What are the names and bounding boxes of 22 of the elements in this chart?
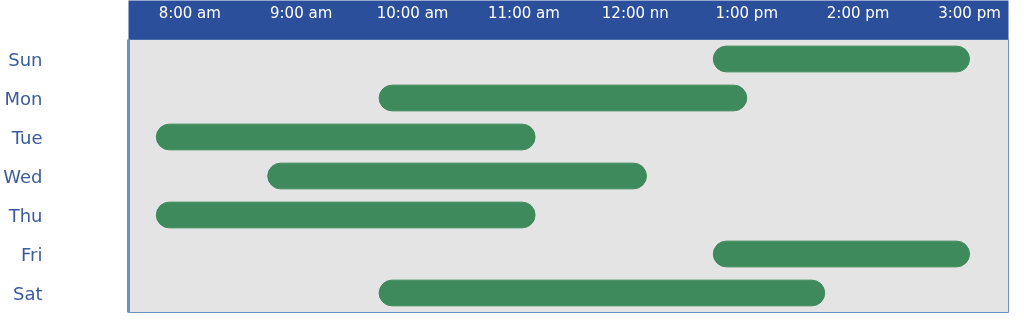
bar bbox=[712, 45, 971, 73]
y-tick-label: Tue bbox=[10, 126, 43, 148]
y-tick-label: Wed bbox=[3, 165, 43, 187]
y-tick-label: Fri bbox=[21, 243, 43, 265]
x-tick-label: 12:00 nn bbox=[601, 3, 669, 22]
x-tick-label: 9:00 am bbox=[270, 3, 333, 22]
y-tick-label: Thu bbox=[7, 204, 43, 226]
x-tick-label: 8:00 am bbox=[158, 3, 221, 22]
y-tick-label: Sun bbox=[8, 48, 43, 70]
y-tick-label: Sat bbox=[12, 282, 43, 304]
y-tick-label: Mon bbox=[4, 87, 43, 109]
x-tick-label: 3:00 pm bbox=[938, 3, 1001, 22]
bar bbox=[155, 201, 536, 229]
bar bbox=[712, 240, 971, 268]
x-tick-label: 1:00 pm bbox=[715, 3, 779, 22]
bar bbox=[378, 279, 826, 307]
bar bbox=[155, 123, 536, 151]
x-tick-label: 10:00 am bbox=[376, 3, 449, 22]
bar bbox=[378, 84, 748, 112]
bar bbox=[267, 162, 647, 190]
x-tick-label: 2:00 pm bbox=[826, 3, 890, 22]
x-tick-label: 11:00 am bbox=[488, 3, 560, 22]
